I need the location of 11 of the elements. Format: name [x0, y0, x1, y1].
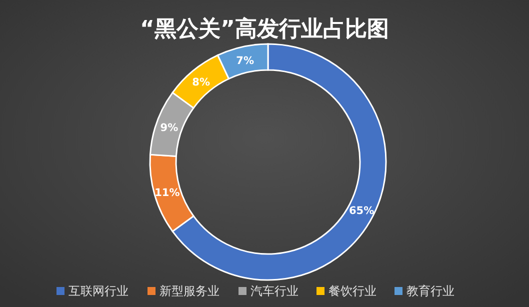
data-label: 65% — [348, 205, 375, 218]
data-label: 9% — [160, 122, 179, 134]
data-label: 7% — [236, 55, 254, 68]
legend-label: 餐饮行业 — [328, 284, 376, 298]
legend-label: 教育行业 — [406, 284, 454, 298]
legend-label: 新型服务业 — [160, 284, 220, 298]
legend-label: 汽车行业 — [250, 284, 298, 298]
data-label: 8% — [192, 76, 210, 89]
chart-title: “黑公关”高发行业占比图 — [140, 16, 389, 42]
data-label: 11% — [154, 186, 180, 199]
legend-label: 互联网行业 — [68, 284, 128, 298]
